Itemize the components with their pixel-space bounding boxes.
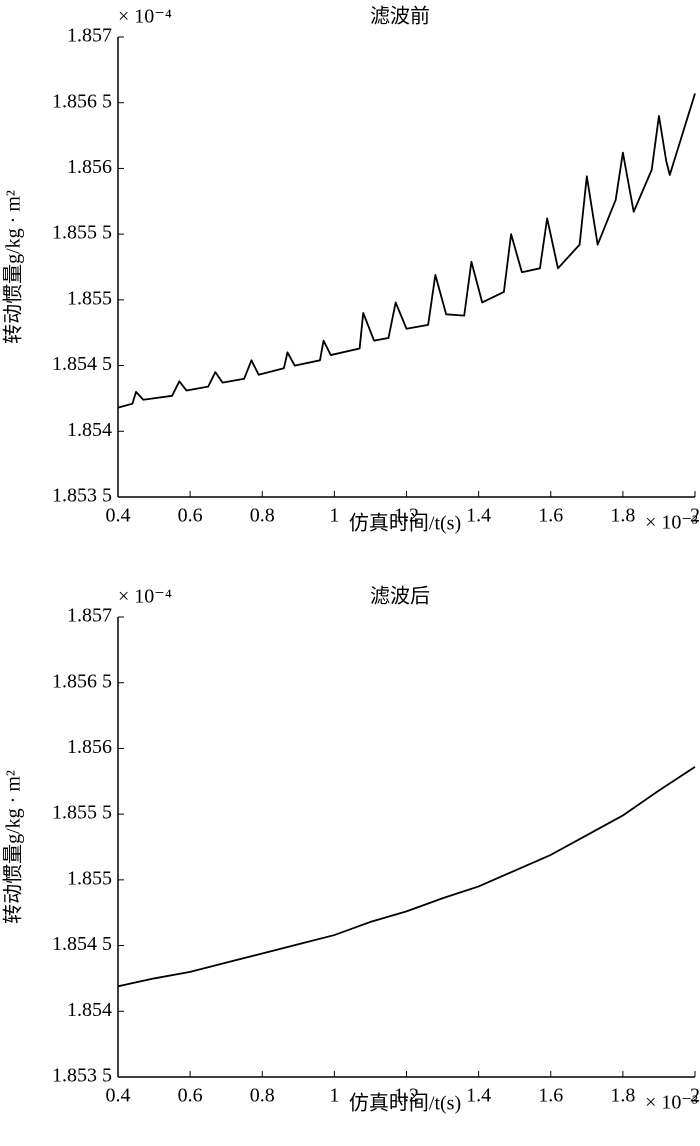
- y-tick-label: 1.854: [67, 999, 112, 1021]
- x-tick-label: 1.4: [466, 1085, 491, 1107]
- y-tick-label: 1.856 5: [52, 670, 112, 692]
- x-scale-label: × 10⁻³: [645, 1092, 698, 1114]
- data-line: [117, 93, 696, 409]
- y-tick-label: 1.855 5: [52, 802, 112, 824]
- x-tick-label: 1.8: [610, 1085, 635, 1107]
- y-tick-label: 1.856: [67, 736, 112, 758]
- x-tick-label: 0.6: [178, 1085, 203, 1107]
- y-tick-label: 1.854 5: [52, 353, 112, 375]
- x-axis-label: 仿真时间/t(s): [349, 1092, 461, 1115]
- y-axis-label: 转动惯量g/kg · m²: [2, 190, 25, 344]
- y-axis-label: 转动惯量g/kg · m²: [2, 770, 25, 924]
- x-tick-label: 1.6: [538, 1085, 563, 1107]
- y-tick-label: 1.854 5: [52, 933, 112, 955]
- x-tick-label: 0.4: [106, 505, 131, 527]
- y-tick-label: 1.856 5: [52, 90, 112, 112]
- x-axis-label: 仿真时间/t(s): [349, 512, 461, 535]
- y-tick-label: 1.855 5: [52, 222, 112, 244]
- x-scale-label: × 10⁻³: [645, 512, 698, 534]
- chart-title: 滤波后: [370, 585, 430, 608]
- x-tick-label: 1.2: [394, 1085, 419, 1107]
- x-tick-label: 0.8: [250, 1085, 275, 1107]
- y-tick-label: 1.855: [67, 287, 112, 309]
- x-tick-label: 2: [690, 1085, 700, 1107]
- chart-title: 滤波前: [370, 5, 430, 28]
- x-tick-label: 0.6: [178, 505, 203, 527]
- x-tick-label: 0.8: [250, 505, 275, 527]
- x-tick-label: 1: [329, 505, 339, 527]
- y-tick-label: 1.853 5: [52, 1065, 112, 1087]
- y-scale-label: × 10⁻⁴: [118, 6, 172, 28]
- x-tick-label: 1.8: [610, 505, 635, 527]
- x-tick-label: 2: [690, 505, 700, 527]
- x-tick-label: 0.4: [106, 1085, 131, 1107]
- y-tick-label: 1.853 5: [52, 485, 112, 507]
- y-tick-label: 1.855: [67, 867, 112, 889]
- y-scale-label: × 10⁻⁴: [118, 586, 172, 608]
- y-tick-label: 1.857: [67, 605, 112, 627]
- x-tick-label: 1.2: [394, 505, 419, 527]
- y-tick-label: 1.857: [67, 25, 112, 47]
- x-tick-label: 1.4: [466, 505, 491, 527]
- x-tick-label: 1: [329, 1085, 339, 1107]
- data-line: [117, 766, 696, 988]
- y-tick-label: 1.856: [67, 156, 112, 178]
- y-tick-label: 1.854: [67, 419, 112, 441]
- x-tick-label: 1.6: [538, 505, 563, 527]
